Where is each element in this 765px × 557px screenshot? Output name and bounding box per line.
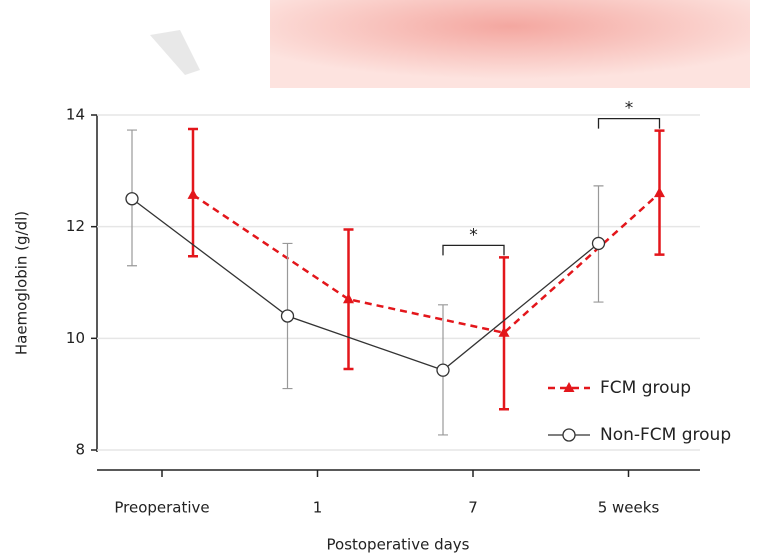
data-point — [437, 364, 449, 376]
significance-label: * — [469, 225, 478, 245]
significance-bracket — [443, 245, 504, 255]
x-axis-title: Postoperative days — [327, 536, 470, 554]
x-tick-label: Preoperative — [114, 499, 209, 517]
significance-bracket — [599, 119, 660, 129]
background-shape — [150, 30, 200, 75]
data-point — [343, 293, 354, 303]
data-point — [188, 189, 199, 199]
x-tick-label: 5 weeks — [598, 499, 660, 517]
x-tick-label: 7 — [468, 499, 478, 517]
background-image — [270, 0, 750, 88]
data-point — [654, 187, 665, 197]
y-tick-label: 10 — [66, 329, 85, 347]
y-tick-label: 14 — [66, 106, 85, 124]
data-point — [593, 237, 605, 249]
significance-label: * — [625, 99, 634, 119]
y-tick-label: 8 — [75, 441, 85, 459]
x-tick-label: 1 — [313, 499, 323, 517]
y-axis-title: Haemoglobin (g/dl) — [13, 211, 31, 355]
legend-marker — [563, 429, 575, 441]
series-line — [193, 193, 660, 333]
legend-label: Non-FCM group — [600, 425, 731, 445]
data-point — [126, 193, 138, 205]
data-point — [282, 310, 294, 322]
chart: Haemoglobin (g/dl) Postoperative days 8 1… — [0, 0, 765, 557]
series-line — [132, 199, 599, 370]
legend-label: FCM group — [600, 378, 691, 398]
y-tick-label: 12 — [66, 217, 85, 235]
